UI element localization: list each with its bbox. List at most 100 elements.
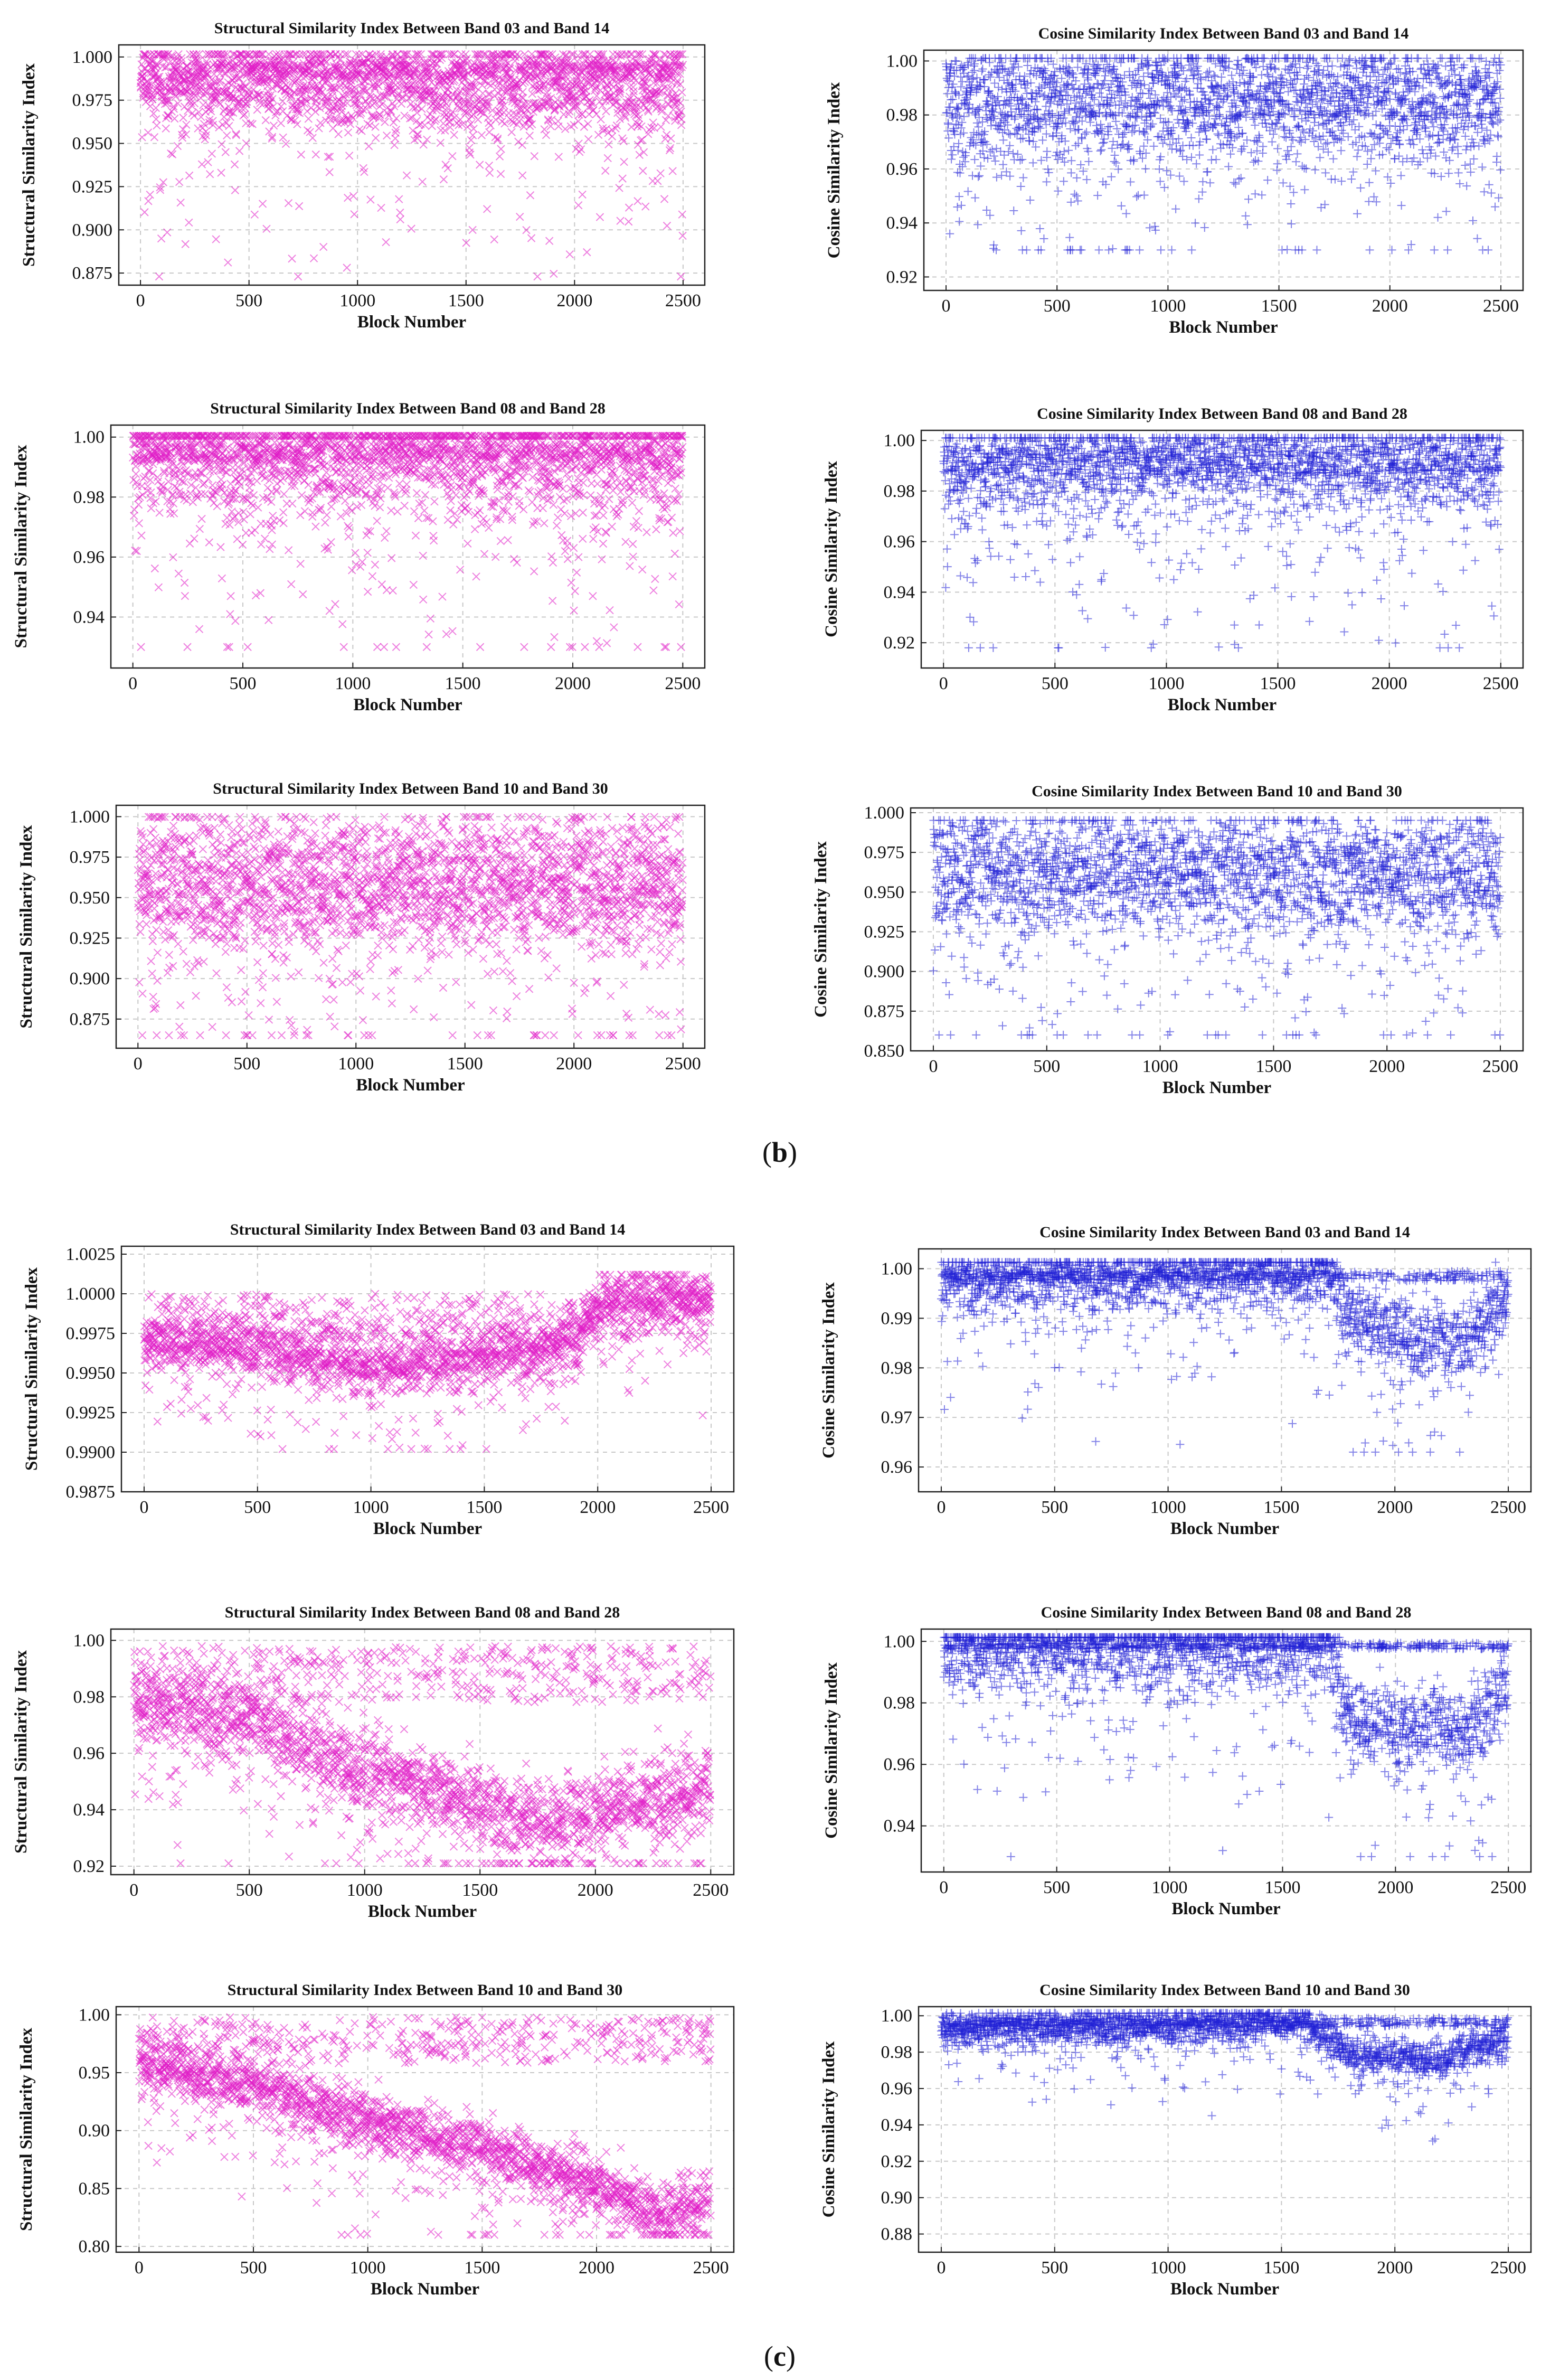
data-point — [1187, 133, 1196, 142]
data-point — [344, 128, 353, 137]
data-point — [202, 127, 210, 136]
data-point — [597, 115, 605, 124]
data-point — [1099, 64, 1108, 73]
data-point — [268, 133, 277, 142]
data-point — [248, 120, 257, 128]
data-point — [1140, 191, 1149, 200]
data-point — [211, 50, 219, 59]
data-point — [1287, 220, 1296, 229]
data-point — [525, 131, 534, 140]
data-point — [625, 203, 634, 212]
x-tick-label: 1500 — [448, 291, 484, 311]
data-point — [1187, 246, 1196, 255]
data-point — [971, 193, 980, 202]
data-point — [167, 52, 175, 60]
data-point — [207, 149, 216, 158]
data-point — [1347, 175, 1356, 184]
data-point — [265, 127, 273, 136]
data-point — [185, 171, 194, 180]
data-point — [1312, 246, 1321, 255]
data-point — [159, 178, 167, 186]
data-point — [1038, 136, 1047, 145]
data-point — [345, 152, 354, 160]
data-point — [309, 254, 318, 262]
chart-title: Structural Similarity Index Between Band… — [214, 20, 609, 37]
data-point — [1034, 123, 1043, 131]
data-point — [215, 78, 224, 86]
data-point — [973, 172, 982, 181]
data-point — [1009, 206, 1018, 215]
data-point — [443, 164, 452, 173]
data-point — [1329, 154, 1338, 163]
data-point — [1082, 128, 1091, 137]
data-point — [1212, 155, 1221, 164]
data-point — [1438, 54, 1446, 63]
data-point — [1321, 168, 1330, 177]
data-point — [1064, 146, 1073, 155]
data-point — [377, 203, 385, 212]
data-point — [595, 213, 604, 221]
data-point — [392, 114, 401, 123]
data-point — [216, 100, 225, 108]
data-point — [357, 127, 366, 135]
data-point — [678, 88, 686, 97]
data-point — [1352, 64, 1361, 73]
data-point — [1095, 89, 1104, 98]
data-point — [194, 108, 203, 117]
data-point — [264, 50, 273, 59]
data-point — [1112, 158, 1121, 167]
data-point — [1000, 150, 1009, 159]
data-point — [485, 168, 494, 177]
data-point — [668, 85, 676, 93]
data-point — [1455, 179, 1464, 188]
data-point — [630, 74, 639, 82]
data-point — [545, 237, 554, 245]
data-point — [207, 107, 215, 116]
data-point — [1043, 147, 1052, 156]
data-point — [1141, 164, 1150, 173]
data-point — [200, 120, 209, 128]
data-point — [206, 104, 214, 112]
data-point — [988, 145, 997, 154]
data-point — [657, 123, 665, 131]
data-point — [258, 200, 267, 208]
data-point — [174, 99, 182, 108]
data-point — [294, 272, 302, 281]
data-point — [1252, 146, 1261, 155]
data-point — [1363, 160, 1372, 169]
data-point — [1187, 153, 1196, 162]
data-point — [1283, 146, 1292, 155]
data-point — [1443, 246, 1452, 255]
data-point — [1200, 223, 1209, 232]
data-point — [1263, 176, 1272, 185]
data-point — [1316, 153, 1325, 162]
data-point — [612, 121, 621, 130]
data-point — [1473, 234, 1482, 243]
data-point — [957, 82, 966, 91]
data-point — [1403, 121, 1412, 130]
data-point — [1122, 209, 1131, 218]
data-point — [235, 99, 243, 107]
data-point — [584, 119, 592, 128]
data-point — [1117, 201, 1126, 210]
data-point — [1244, 195, 1253, 204]
data-point — [1466, 159, 1474, 168]
data-point — [197, 160, 206, 168]
data-point — [259, 50, 267, 59]
data-point — [1194, 194, 1203, 203]
data-point — [1155, 165, 1164, 174]
data-point — [1243, 220, 1252, 229]
data-point — [218, 140, 226, 148]
data-point — [992, 173, 1001, 182]
data-point — [1252, 63, 1261, 72]
data-point — [578, 190, 587, 199]
data-point — [192, 50, 201, 59]
data-point — [419, 140, 428, 149]
data-point — [1005, 141, 1014, 150]
data-point — [1291, 157, 1300, 166]
data-point — [999, 136, 1008, 145]
x-tick-label: 2500 — [665, 291, 701, 311]
data-point — [226, 108, 235, 116]
data-point — [518, 171, 527, 180]
